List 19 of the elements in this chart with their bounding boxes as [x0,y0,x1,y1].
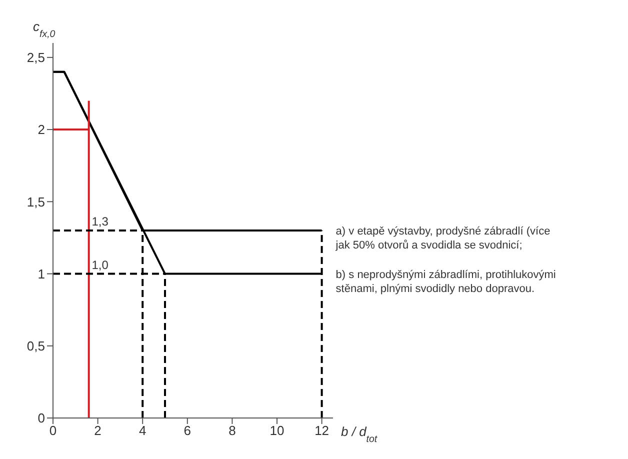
x-tick-label: 4 [138,423,146,438]
series-label: a) v etapě výstavby, prodyšné zábradlí (více jak 50% otvorů a svodidla se svodnicí; [334,226,550,252]
y-tick-label: 2,5 [26,50,45,66]
y-tick-label: 1,5 [26,194,45,210]
x-tick-label: 8 [228,423,236,438]
x-tick-label: 6 [184,423,192,438]
annotation: 1,3 [92,214,109,228]
x-tick-label: 0 [49,423,57,438]
y-tick-label: 0,5 [26,338,45,354]
y-tick-label: 2 [38,122,45,138]
x-axis-title: b / d$_{tot}$ [341,424,378,444]
y-axis-title: c$_{fx,0}$ [33,19,56,40]
x-tick-label: 10 [270,423,284,438]
y-tick-label: 1 [38,266,45,282]
series-label: b) s neprodyšnými zábradlími, protihlukovými stěnami, plnými svodidly nebo dopravou. [336,268,556,295]
annotation: 1,0 [92,258,109,272]
x-tick-label: 12 [314,423,330,438]
y-tick-label: 0 [38,410,45,426]
x-tick-label: 2 [94,423,102,438]
